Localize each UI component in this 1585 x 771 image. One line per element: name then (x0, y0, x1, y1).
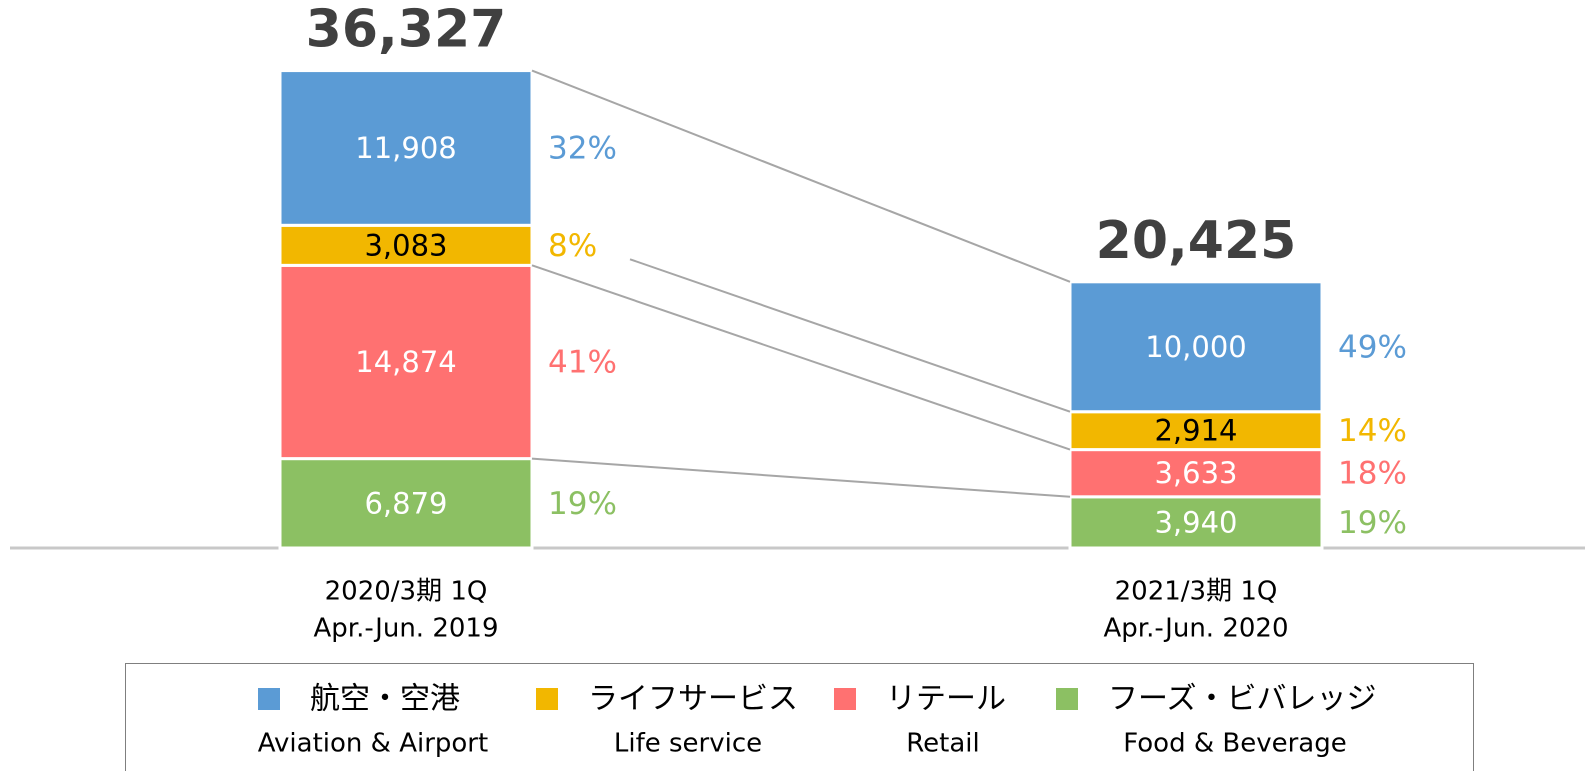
category-sublabel: Apr.-Jun. 2020 (1103, 614, 1288, 644)
legend-swatch (536, 688, 558, 710)
connector-line (531, 457, 1071, 498)
bar-segment (1068, 448, 1324, 499)
share-label: 49% (1338, 329, 1407, 365)
share-label: 14% (1338, 413, 1407, 449)
legend-sublabel: Aviation & Airport (258, 729, 488, 759)
value-label: 3,940 (1154, 505, 1237, 539)
value-label: 10,000 (1145, 330, 1246, 364)
share-label: 19% (548, 486, 617, 522)
legend-sublabel: Retail (906, 729, 979, 759)
connector-line (531, 69, 1071, 283)
legend-sublabel: Life service (614, 729, 762, 759)
connector-line (629, 258, 1071, 413)
value-label: 6,879 (364, 486, 447, 520)
value-label: 11,908 (355, 131, 456, 165)
legend-label: 航空・空港 (310, 682, 460, 717)
legend-swatch (1056, 688, 1078, 710)
legend-sublabel: Food & Beverage (1123, 729, 1347, 759)
bar-segment (278, 457, 534, 550)
connector-line (531, 264, 1071, 451)
category-sublabel: Apr.-Jun. 2019 (313, 614, 498, 644)
category-label: 2020/3期 1Q (325, 577, 488, 607)
legend-label: ライフサービス (588, 682, 798, 717)
bar-segment (278, 69, 534, 227)
share-label: 18% (1338, 456, 1407, 492)
value-label: 14,874 (355, 345, 456, 379)
legend-label: リテール (886, 682, 1006, 717)
legend-box (125, 663, 1474, 771)
total-label: 20,425 (1096, 211, 1297, 271)
value-label: 3,633 (1154, 456, 1237, 490)
legend-label: フーズ・ビバレッジ (1108, 682, 1377, 717)
total-label: 36,327 (306, 0, 507, 60)
share-label: 19% (1338, 505, 1407, 541)
value-label: 2,914 (1154, 414, 1237, 448)
legend-swatch (834, 688, 856, 710)
share-label: 41% (548, 344, 617, 380)
value-label: 3,083 (364, 228, 447, 262)
bar-segment (278, 223, 534, 267)
share-label: 32% (548, 130, 617, 166)
bar-segment (1068, 280, 1324, 414)
legend-swatch (258, 688, 280, 710)
category-label: 2021/3期 1Q (1115, 577, 1278, 607)
share-label: 8% (548, 228, 597, 264)
bar-segment (1068, 410, 1324, 452)
